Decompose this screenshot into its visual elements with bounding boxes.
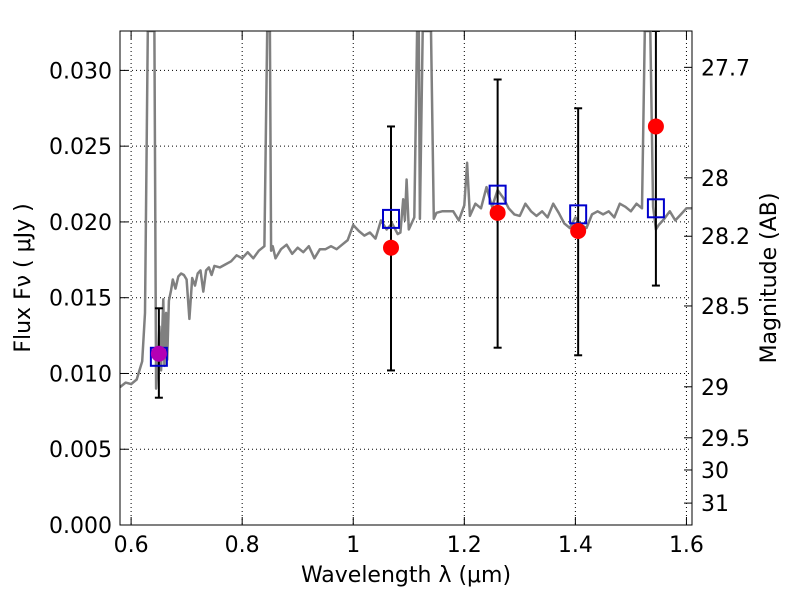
x-tick-label: 1.2 — [447, 533, 482, 558]
y-tick-label: 0.030 — [49, 59, 112, 84]
observed-point — [383, 239, 400, 256]
y2-tick-label: 28 — [701, 167, 729, 192]
y-tick-label: 0.000 — [49, 514, 112, 539]
y2-tick-label: 28.5 — [701, 295, 750, 320]
model-point — [646, 198, 665, 219]
observed-point — [150, 345, 167, 362]
y-tick-label: 0.025 — [49, 135, 112, 160]
model-point — [488, 184, 507, 205]
y2-tick-label: 30 — [701, 459, 729, 484]
y2-axis-label: Magnitude (AB) — [757, 193, 782, 364]
x-axis-label: Wavelength λ (μm) — [301, 563, 511, 588]
y-tick-label: 0.010 — [49, 362, 112, 387]
y2-tick-label: 29.5 — [701, 427, 750, 452]
x-tick-label: 0.8 — [225, 533, 260, 558]
y-axis-label: Flux Fν ( μJy ) — [11, 203, 36, 352]
observed-point — [489, 204, 506, 221]
axis-ticks: 0.6 0.8 1 1.2 1.4 1.6 0.000 0.005 0.010 0.015 0.02… — [49, 31, 750, 558]
y-tick-label: 0.015 — [49, 287, 112, 312]
y2-tick-label: 29 — [701, 376, 729, 401]
y-tick-label: 0.020 — [49, 211, 112, 236]
y2-tick-label: 31 — [701, 492, 729, 517]
axes-frame — [119, 30, 693, 526]
plot-area — [120, 31, 692, 399]
x-tick-label: 0.6 — [114, 533, 149, 558]
x-tick-label: 1.4 — [558, 533, 593, 558]
observed-point — [647, 118, 664, 135]
y2-tick-label: 27.7 — [701, 56, 750, 81]
x-tick-label: 1 — [346, 533, 360, 558]
x-tick-label: 1.6 — [669, 533, 704, 558]
y-tick-label: 0.005 — [49, 438, 112, 463]
y2-tick-label: 28.2 — [701, 225, 750, 250]
model-point — [382, 208, 401, 229]
observed-point — [570, 223, 587, 240]
